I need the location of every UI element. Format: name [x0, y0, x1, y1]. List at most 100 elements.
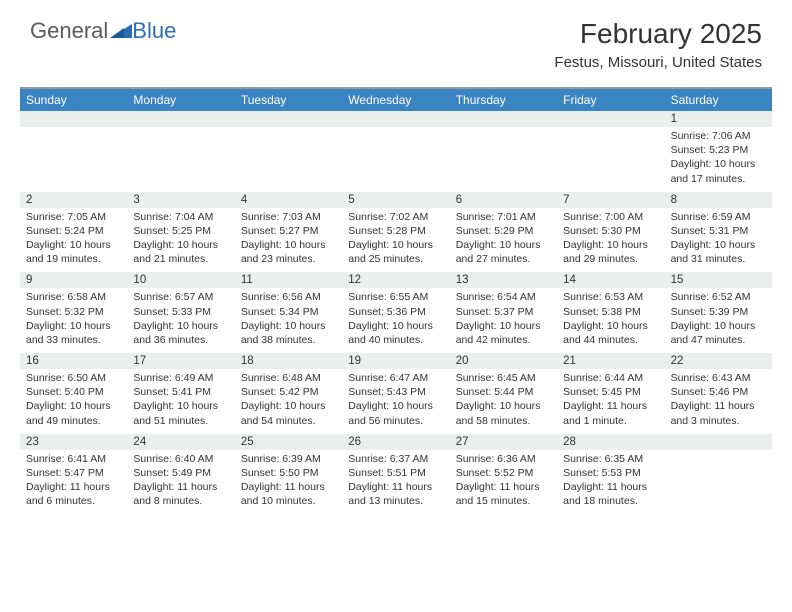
cell-line: Sunrise: 7:03 AM — [241, 210, 336, 224]
calendar-cell: Sunrise: 6:35 AMSunset: 5:53 PMDaylight:… — [557, 450, 664, 515]
cell-line: Daylight: 10 hours — [26, 238, 121, 252]
calendar-cell — [557, 127, 664, 192]
date-row: 16171819202122 — [20, 353, 772, 369]
date-number: 9 — [20, 272, 127, 288]
cell-line: Sunrise: 6:43 AM — [671, 371, 766, 385]
cell-line: Sunset: 5:40 PM — [26, 385, 121, 399]
date-number: 28 — [557, 434, 664, 450]
calendar-cell: Sunrise: 6:55 AMSunset: 5:36 PMDaylight:… — [342, 288, 449, 353]
date-number: 13 — [450, 272, 557, 288]
day-header-row: Sunday Monday Tuesday Wednesday Thursday… — [20, 89, 772, 111]
date-row: 2345678 — [20, 192, 772, 208]
cell-line: Daylight: 10 hours — [348, 238, 443, 252]
calendar-cell: Sunrise: 6:49 AMSunset: 5:41 PMDaylight:… — [127, 369, 234, 434]
cell-line: Sunset: 5:34 PM — [241, 305, 336, 319]
cell-line: and 1 minute. — [563, 414, 658, 428]
date-number: 8 — [665, 192, 772, 208]
date-number — [342, 111, 449, 127]
cell-line: Daylight: 11 hours — [26, 480, 121, 494]
cell-line: Sunrise: 6:45 AM — [456, 371, 551, 385]
day-header: Monday — [127, 89, 234, 111]
date-number: 24 — [127, 434, 234, 450]
date-number: 10 — [127, 272, 234, 288]
date-row: 1 — [20, 111, 772, 127]
cell-line: Sunset: 5:51 PM — [348, 466, 443, 480]
date-number: 27 — [450, 434, 557, 450]
cell-row: Sunrise: 6:41 AMSunset: 5:47 PMDaylight:… — [20, 450, 772, 515]
cell-row: Sunrise: 6:50 AMSunset: 5:40 PMDaylight:… — [20, 369, 772, 434]
calendar-cell: Sunrise: 7:05 AMSunset: 5:24 PMDaylight:… — [20, 208, 127, 273]
date-number: 25 — [235, 434, 342, 450]
calendar-cell: Sunrise: 6:52 AMSunset: 5:39 PMDaylight:… — [665, 288, 772, 353]
location: Festus, Missouri, United States — [554, 54, 762, 71]
cell-line: Sunrise: 6:48 AM — [241, 371, 336, 385]
date-number: 21 — [557, 353, 664, 369]
calendar-cell — [20, 127, 127, 192]
calendar-cell — [342, 127, 449, 192]
cell-line: Daylight: 10 hours — [671, 157, 766, 171]
cell-line: Daylight: 10 hours — [563, 319, 658, 333]
date-number: 4 — [235, 192, 342, 208]
cell-line: Daylight: 11 hours — [348, 480, 443, 494]
cell-line: Daylight: 10 hours — [671, 319, 766, 333]
cell-line: Sunset: 5:36 PM — [348, 305, 443, 319]
calendar-cell: Sunrise: 7:04 AMSunset: 5:25 PMDaylight:… — [127, 208, 234, 273]
cell-line: Sunrise: 6:44 AM — [563, 371, 658, 385]
date-number: 23 — [20, 434, 127, 450]
cell-line: and 13 minutes. — [348, 494, 443, 508]
cell-line: Daylight: 10 hours — [563, 238, 658, 252]
date-number — [235, 111, 342, 127]
calendar-cell: Sunrise: 6:53 AMSunset: 5:38 PMDaylight:… — [557, 288, 664, 353]
cell-line: Sunrise: 6:58 AM — [26, 290, 121, 304]
cell-line: and 19 minutes. — [26, 252, 121, 266]
cell-line: Sunrise: 6:37 AM — [348, 452, 443, 466]
cell-line: Sunrise: 6:39 AM — [241, 452, 336, 466]
cell-line: Sunset: 5:33 PM — [133, 305, 228, 319]
cell-line: Sunset: 5:32 PM — [26, 305, 121, 319]
cell-line: Daylight: 10 hours — [133, 399, 228, 413]
calendar: Sunday Monday Tuesday Wednesday Thursday… — [20, 87, 772, 514]
cell-line: Sunrise: 6:47 AM — [348, 371, 443, 385]
calendar-cell: Sunrise: 6:45 AMSunset: 5:44 PMDaylight:… — [450, 369, 557, 434]
cell-line: Sunset: 5:37 PM — [456, 305, 551, 319]
cell-line: Sunrise: 6:41 AM — [26, 452, 121, 466]
cell-line: and 29 minutes. — [563, 252, 658, 266]
cell-line: Sunset: 5:50 PM — [241, 466, 336, 480]
cell-line: Daylight: 10 hours — [241, 399, 336, 413]
cell-line: Daylight: 10 hours — [241, 238, 336, 252]
calendar-cell: Sunrise: 6:47 AMSunset: 5:43 PMDaylight:… — [342, 369, 449, 434]
cell-line: Sunset: 5:49 PM — [133, 466, 228, 480]
cell-line: Sunset: 5:53 PM — [563, 466, 658, 480]
date-number — [665, 434, 772, 450]
calendar-cell: Sunrise: 6:56 AMSunset: 5:34 PMDaylight:… — [235, 288, 342, 353]
cell-line: and 15 minutes. — [456, 494, 551, 508]
cell-line: Sunset: 5:25 PM — [133, 224, 228, 238]
calendar-cell: Sunrise: 6:39 AMSunset: 5:50 PMDaylight:… — [235, 450, 342, 515]
cell-line: Daylight: 11 hours — [133, 480, 228, 494]
cell-line: and 6 minutes. — [26, 494, 121, 508]
cell-line: Sunrise: 6:59 AM — [671, 210, 766, 224]
cell-line: Daylight: 11 hours — [563, 399, 658, 413]
cell-line: and 54 minutes. — [241, 414, 336, 428]
cell-line: and 47 minutes. — [671, 333, 766, 347]
cell-line: Daylight: 11 hours — [671, 399, 766, 413]
cell-line: Daylight: 11 hours — [241, 480, 336, 494]
cell-line: Sunset: 5:52 PM — [456, 466, 551, 480]
date-row: 9101112131415 — [20, 272, 772, 288]
cell-line: Sunset: 5:42 PM — [241, 385, 336, 399]
cell-line: Sunrise: 7:00 AM — [563, 210, 658, 224]
cell-line: Sunset: 5:41 PM — [133, 385, 228, 399]
calendar-cell: Sunrise: 6:37 AMSunset: 5:51 PMDaylight:… — [342, 450, 449, 515]
logo-text-blue: Blue — [132, 18, 176, 44]
cell-line: and 40 minutes. — [348, 333, 443, 347]
cell-line: Sunrise: 6:53 AM — [563, 290, 658, 304]
cell-line: Sunrise: 6:36 AM — [456, 452, 551, 466]
date-number: 15 — [665, 272, 772, 288]
calendar-cell: Sunrise: 6:41 AMSunset: 5:47 PMDaylight:… — [20, 450, 127, 515]
date-number: 2 — [20, 192, 127, 208]
cell-line: and 44 minutes. — [563, 333, 658, 347]
calendar-cell — [127, 127, 234, 192]
cell-line: Sunrise: 6:49 AM — [133, 371, 228, 385]
cell-line: Sunrise: 6:55 AM — [348, 290, 443, 304]
calendar-cell: Sunrise: 6:54 AMSunset: 5:37 PMDaylight:… — [450, 288, 557, 353]
